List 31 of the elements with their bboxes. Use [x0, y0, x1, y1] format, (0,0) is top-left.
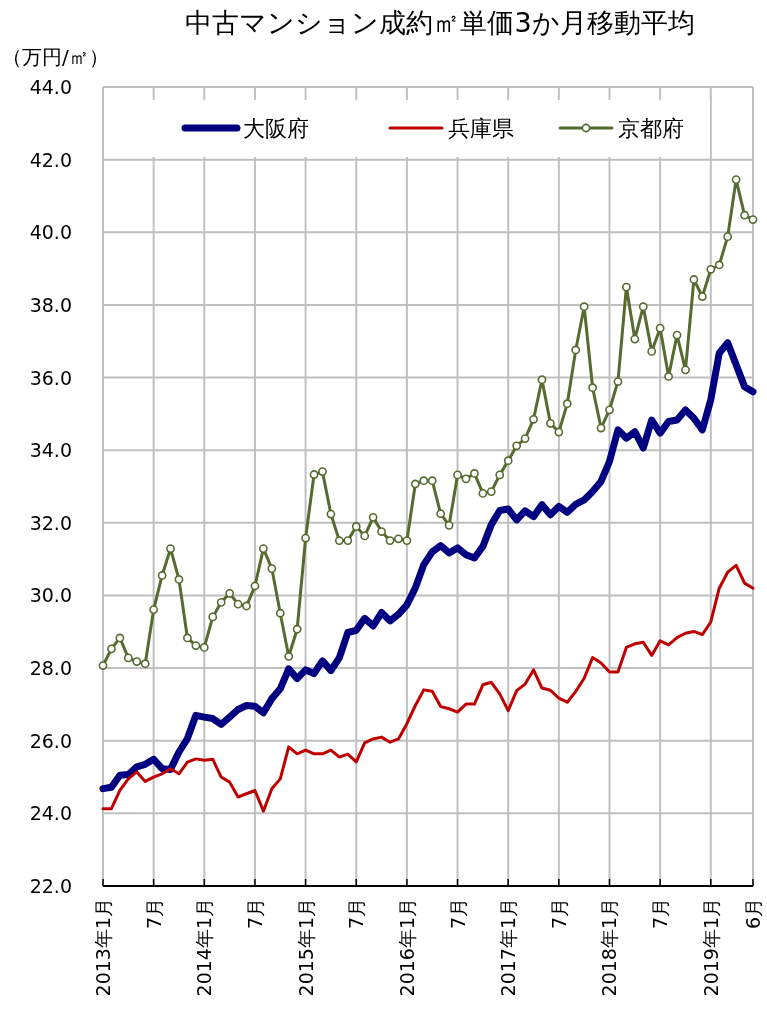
y-tick-label: 26.0 — [29, 729, 72, 752]
x-tick-label: 2016年1月 — [395, 898, 418, 997]
y-tick-label: 40.0 — [29, 221, 72, 244]
y-tick-label: 28.0 — [29, 657, 72, 680]
y-tick-label: 42.0 — [29, 148, 72, 171]
legend-label: 大阪府 — [243, 116, 309, 141]
x-tick-label: 2013年1月 — [92, 898, 114, 997]
y-tick-label: 24.0 — [29, 802, 72, 825]
y-tick-label: 30.0 — [29, 584, 72, 607]
x-tick-label: 7月 — [649, 898, 672, 930]
x-tick-label: 2019年1月 — [699, 898, 722, 997]
legend-label: 京都府 — [618, 116, 684, 141]
y-tick-label: 38.0 — [29, 293, 72, 316]
x-tick-label: 7月 — [547, 898, 570, 930]
chart-title: 中古マンション成約㎡単価3か月移動平均 — [185, 7, 695, 38]
y-tick-label: 36.0 — [29, 366, 72, 389]
x-tick-label: 7月 — [142, 898, 165, 930]
x-tick-label: 2014年1月 — [193, 898, 216, 997]
y-tick-label: 22.0 — [29, 875, 72, 897]
x-tick-label: 7月 — [345, 898, 368, 930]
y-tick-label: 34.0 — [29, 439, 72, 462]
legend-label: 兵庫県 — [448, 116, 514, 141]
x-tick-label: 6月 — [742, 898, 764, 930]
y-tick-label: 32.0 — [29, 511, 72, 534]
x-tick-label: 2015年1月 — [294, 898, 317, 997]
x-tick-label: 2017年1月 — [497, 898, 520, 997]
x-tick-label: 7月 — [243, 898, 266, 930]
x-tick-label: 7月 — [446, 898, 469, 930]
y-axis-title: （万円/㎡） — [2, 45, 109, 69]
y-tick-label: 44.0 — [29, 76, 72, 98]
x-tick-label: 2018年1月 — [598, 898, 621, 997]
